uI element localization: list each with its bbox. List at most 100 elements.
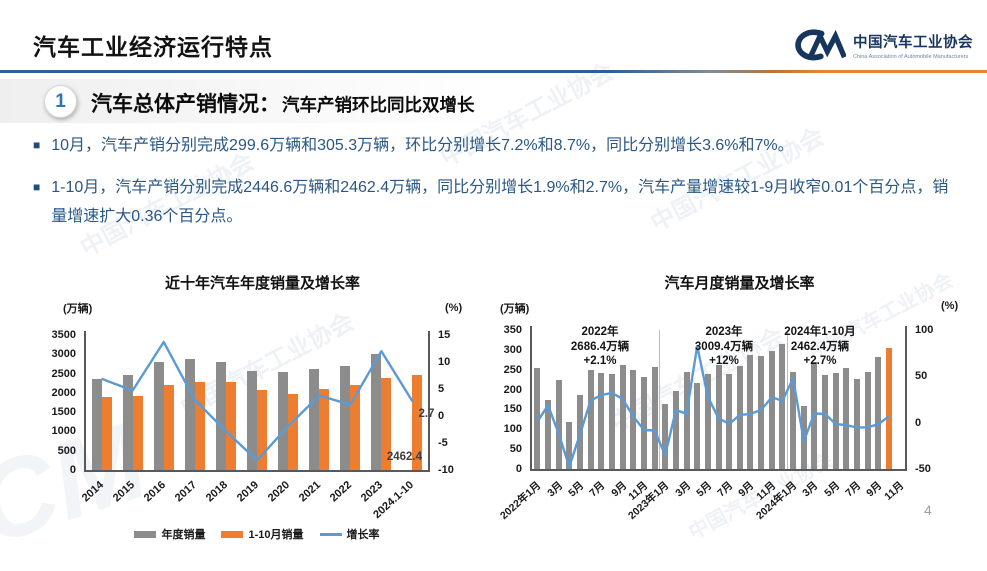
bar-monthly [886,347,892,469]
chart-monthly-sales: 汽车月度销量及增长率 (万辆) (%) 350 300 250 200 150 100 50 0 10… [492,270,987,568]
legend-label: 1-10月销量 [248,529,304,541]
caam-logo-text: 中国汽车工业协会 China Association of Automobile… [853,31,973,60]
y-tick-label: 3500 [51,329,76,341]
page-number: 4 [924,502,932,518]
bar-monthly [736,366,743,469]
bar-monthly [694,383,701,469]
y-tick-label: 2500 [51,367,76,380]
bar-monthly [747,355,754,469]
bar-monthly [758,355,765,469]
chart-annotation: 2023年 3009.4万辆 +12% [659,325,789,369]
y-tick-label: 250 [503,363,522,376]
legend-label: 年度销量 [161,529,206,541]
bar-annual [278,372,289,470]
y2-tick-label: 100 [915,324,934,336]
y2-tick-label: -10 [438,464,454,476]
bar-ytd [412,375,423,470]
bullet-text: 1-10月，汽车产销分别完成2446.6万辆和2462.4万辆，同比分别增长1.… [51,179,949,225]
legend: 年度销量 1-10月销量 增长率 [86,526,428,542]
y2-tick-label: 5 [438,383,445,395]
bullet-list: ■ 10月，汽车产销分别完成299.6万辆和305.3万辆，环比分别增长7.2%… [33,131,961,244]
bar-monthly [726,374,733,469]
section-heading-main: 汽车总体产销情况： [91,93,280,116]
bar-annual [184,358,195,470]
x-axis-line [84,470,430,472]
legend-item: 年度销量 [134,526,205,542]
legend-item: 增长率 [319,526,380,542]
chart-title: 近十年汽车年度销量及增长率 [164,275,360,292]
bar-ytd [225,381,236,470]
axis-unit-left: (万辆) [63,303,93,315]
bar-monthly [544,400,551,469]
bullet-marker: ■ [33,180,41,194]
section-heading-sub: 汽车产销环比同比双增长 [282,95,475,115]
page-title: 汽车工业经济运行特点 [33,34,273,60]
bar-monthly [534,368,541,469]
bullet-item: ■ 1-10月，汽车产销分别完成2446.6万辆和2462.4万辆，同比分别增长… [33,173,961,231]
y-tick-label: 2000 [51,386,76,399]
legend-item: 1-10月销量 [221,526,304,542]
axis-unit-left: (万辆) [500,303,530,315]
legend-swatch [319,532,342,536]
y-tick-label: 0 [515,463,522,475]
section-heading-band [0,79,987,123]
bar-monthly [587,369,594,469]
y-tick-label: 3000 [51,348,76,361]
annotation-line: 3009.4万辆 [694,340,754,353]
x-axis-line [530,469,907,471]
section-heading: 汽车总体产销情况： 汽车产销环比同比双增长 [91,88,475,118]
bullet-marker: ■ [33,138,41,152]
bar-monthly [566,422,573,469]
annotation-line: 2022年 [581,326,619,338]
bar-monthly [875,357,882,469]
bar-monthly [683,371,690,469]
y2-axis-line [905,326,907,469]
bar-annual [309,368,320,470]
caam-name-cn: 中国汽车工业协会 [853,34,973,51]
bar-annual [340,366,351,470]
bar-monthly [854,379,861,469]
header-divider [0,70,987,73]
annotation-line: 2023年 [705,326,743,338]
y2-tick-label: -5 [438,437,448,449]
y-tick-label: 50 [509,443,522,456]
bar-monthly [576,395,583,469]
bar-ytd [101,396,112,470]
bullet-text: 10月，汽车产销分别完成299.6万辆和305.3万辆，环比分别增长7.2%和8… [51,137,794,154]
y-axis-line [84,331,86,470]
annotation-line: 2024年1-10月 [784,326,856,338]
bar-ytd [319,389,330,470]
bar-annual [215,361,226,470]
bar-monthly [662,403,669,469]
bar-annual [122,375,133,470]
bar-ytd [288,394,299,470]
annotation-line: +12% [709,355,739,367]
y2-tick-label: -50 [915,463,931,475]
y2-axis-line [428,331,430,470]
bar-monthly [555,380,562,469]
bar-monthly [598,372,605,469]
bar-monthly [768,351,775,469]
bar-monthly [715,364,722,469]
y-tick-label: 500 [57,444,76,457]
y-tick-label: 100 [503,423,522,436]
bar-monthly [864,371,871,469]
section-number-badge: 1 [44,85,77,118]
y2-tick-label: 50 [915,370,928,383]
chart-title: 汽车月度销量及增长率 [664,275,815,292]
chart-annual-sales: 近十年汽车年度销量及增长率 (万辆) (%) 3500 3000 2500 2000 1500… [35,270,490,568]
bar-ytd [257,390,267,470]
bar-monthly [704,374,711,469]
y2-tick-label: 0 [438,410,445,422]
y-tick-label: 200 [503,383,522,396]
bar-monthly [790,372,797,469]
bar-monthly [640,376,647,469]
bar-monthly [619,365,626,469]
bar-end-label: 2462.4 [386,451,422,463]
bar-ytd [163,385,174,470]
chart-annotation: 2022年 2686.4万辆 +2.1% [535,325,665,369]
y2-tick-label: 0 [915,416,922,429]
caam-name-en: China Association of Automobile Manufact… [853,53,969,60]
caam-logo: 中国汽车工业协会 China Association of Automobile… [794,27,973,63]
